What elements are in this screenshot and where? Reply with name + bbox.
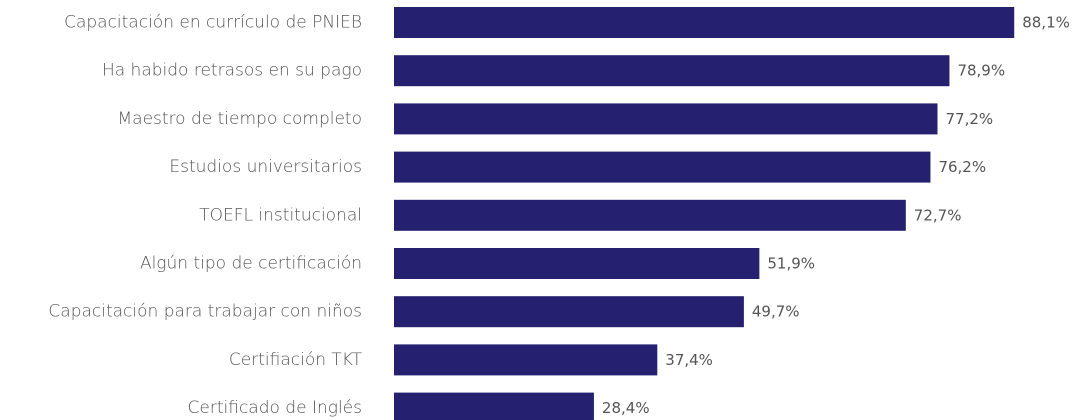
category-label: Certifiación TKT [229,350,363,370]
bar [394,199,906,231]
category-label: Ha habido retrasos en su pago [102,61,362,81]
bar [394,344,658,376]
category-label: Capacitación para trabajar con niños [48,302,362,322]
category-label: Estudios universitarios [169,157,362,177]
bar [394,296,744,328]
value-label: 49,7% [752,303,800,321]
value-label: 88,1% [1022,14,1070,32]
category-label: Maestro de tiempo completo [118,109,363,129]
category-label: TOEFL institucional [199,205,362,225]
bar [394,392,594,420]
value-label: 72,7% [914,206,962,224]
bar [394,55,950,87]
bar [394,103,938,135]
value-label: 28,4% [602,399,650,417]
value-label: 51,9% [767,255,815,273]
bar [394,7,1015,38]
bar [394,248,760,279]
bars-group [394,7,1015,420]
category-label: Certificado de Inglés [188,398,362,418]
bar [394,151,931,183]
value-label: 37,4% [665,351,713,369]
value-label: 77,2% [945,110,993,128]
value-label: 76,2% [938,158,986,176]
value-labels-group: 88,1% 78,9% 77,2% 76,2% 72,7% 51,9% 49,7% 37,4%… [602,14,1070,418]
category-labels-group: Capacitación en currículo de PNIEB Ha hab… [48,13,362,419]
category-label: Capacitación en currículo de PNIEB [64,13,362,33]
category-label: Algún tipo de certificación [140,254,362,274]
value-label: 78,9% [957,62,1005,80]
